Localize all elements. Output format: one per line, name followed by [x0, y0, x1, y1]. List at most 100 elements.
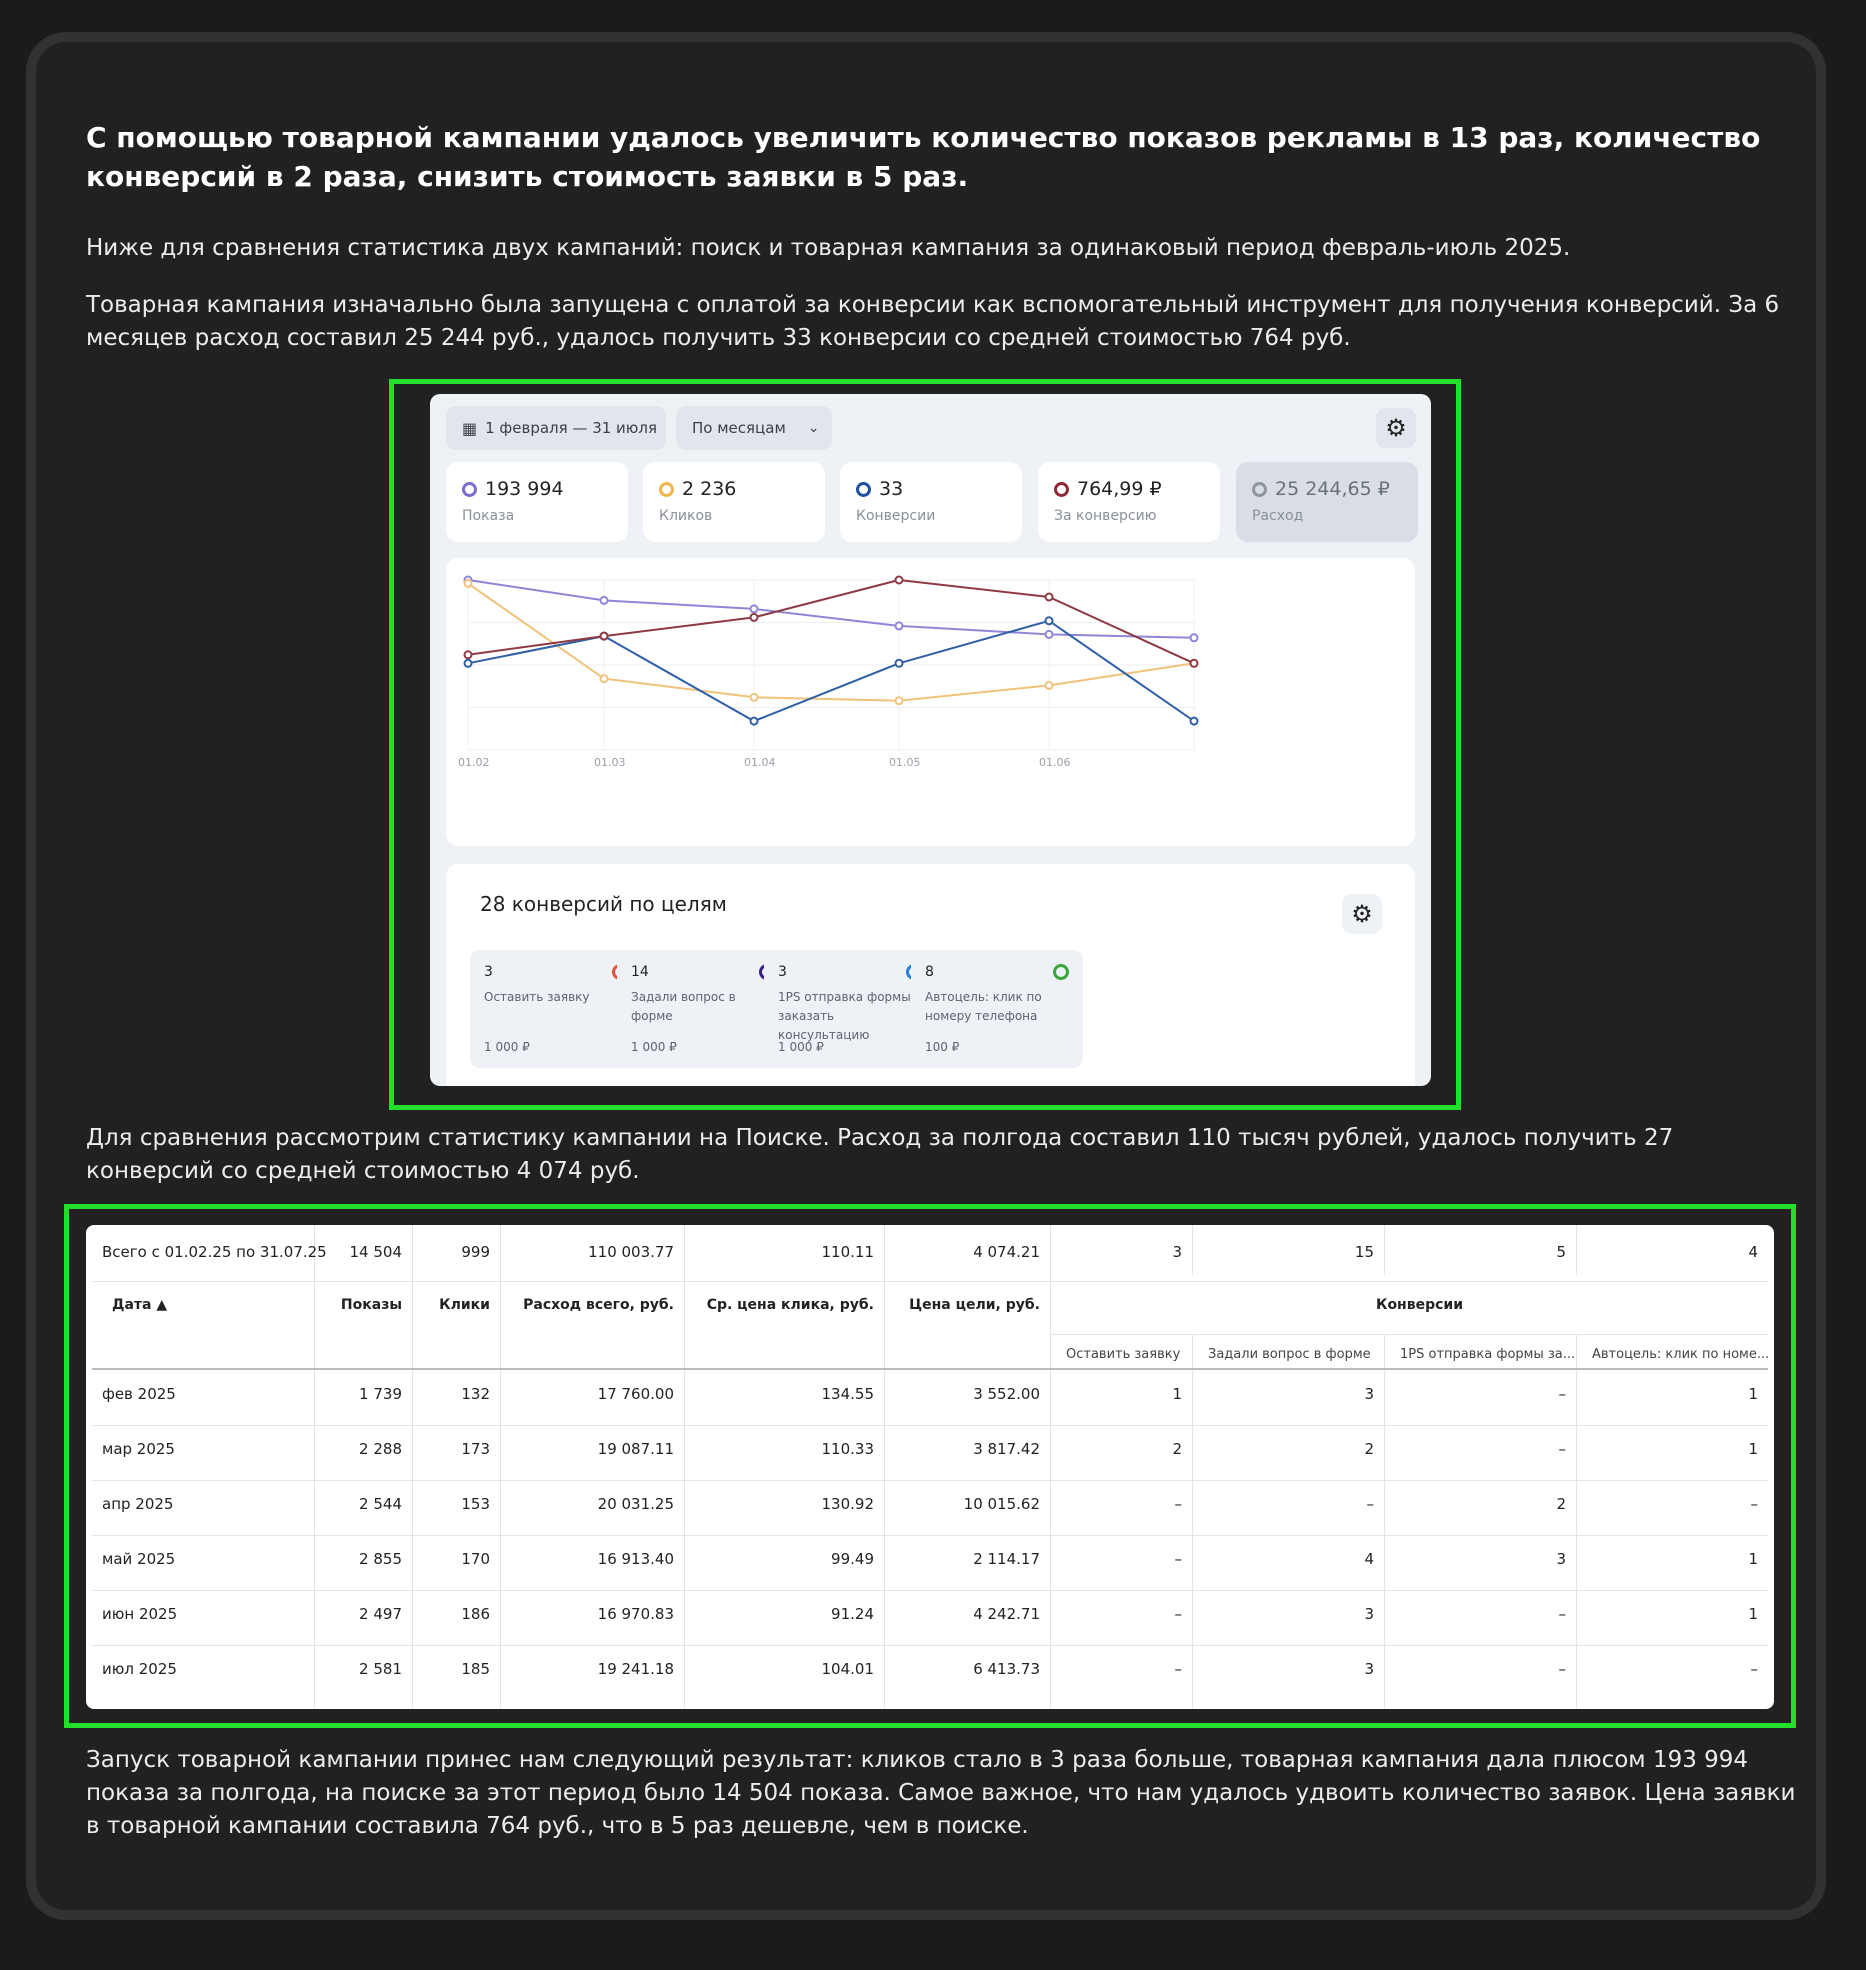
data-point[interactable]: [1189, 658, 1199, 668]
line-chart: 01.02 01.03 01.04 01.05 01.06: [446, 558, 1415, 846]
column-sub-header: 1PS отправка формы за...: [1400, 1347, 1576, 1362]
data-point[interactable]: [749, 692, 759, 702]
table-cell: –: [1750, 1495, 1759, 1513]
goal-card[interactable]: 3 Оставить заявку 1 000 ₽: [470, 950, 642, 1068]
table-cell: 19 241.18: [597, 1660, 674, 1678]
table-cell: –: [1558, 1605, 1567, 1623]
stat-value: 193 994: [462, 478, 564, 500]
date-range-label: 1 февраля — 31 июля: [485, 419, 658, 437]
table-cell: 3: [1364, 1605, 1374, 1623]
table-cell: –: [1174, 1660, 1183, 1678]
column-header: Клики: [439, 1297, 490, 1313]
stat-card[interactable]: 2 236 Кликов: [643, 462, 825, 542]
table-divider: [412, 1225, 413, 1709]
grouping-select[interactable]: По месяцам ⌄: [676, 406, 832, 450]
date-range-picker[interactable]: ▦ 1 февраля — 31 июля: [446, 406, 666, 450]
data-point[interactable]: [894, 658, 904, 668]
table-cell: 130.92: [821, 1495, 875, 1513]
goal-count: 8: [925, 964, 934, 980]
table-cell: –: [1174, 1495, 1183, 1513]
stat-value: 764,99 ₽: [1054, 478, 1162, 500]
x-tick-label: 01.02: [458, 756, 490, 769]
table-cell: 2 581: [359, 1660, 402, 1678]
data-point[interactable]: [463, 578, 473, 588]
table-divider: [92, 1590, 1768, 1591]
table-divider: [1576, 1335, 1577, 1709]
table-cell: 6 413.73: [973, 1660, 1040, 1678]
table-cell: –: [1558, 1660, 1567, 1678]
x-tick-label: 01.04: [744, 756, 776, 769]
goal-price: 1 000 ₽: [484, 1040, 530, 1054]
table-cell: 16 913.40: [597, 1550, 674, 1568]
gear-icon[interactable]: ⚙: [1376, 408, 1416, 448]
paragraph-result: Запуск товарной кампании принес нам след…: [86, 1747, 1796, 1839]
table-divider: [1192, 1335, 1193, 1709]
table-cell: 2 288: [359, 1440, 402, 1458]
table-cell: 110.33: [821, 1440, 875, 1458]
table-cell: 134.55: [821, 1385, 875, 1403]
stat-value-text: 193 994: [485, 478, 564, 500]
table-cell: 2 544: [359, 1495, 402, 1513]
goal-price: 1 000 ₽: [631, 1040, 677, 1054]
table-cell: 1 739: [359, 1385, 402, 1403]
grouping-label: По месяцам: [692, 419, 786, 437]
row-date: фев 2025: [102, 1385, 176, 1403]
table-divider: [884, 1225, 885, 1709]
data-point[interactable]: [894, 575, 904, 585]
stat-card[interactable]: 25 244,65 ₽ Расход: [1236, 462, 1418, 542]
data-point[interactable]: [463, 650, 473, 660]
goals-panel: 28 конверсий по целям ⚙ 3 Оставить заявку…: [446, 864, 1415, 1086]
data-point[interactable]: [599, 595, 609, 605]
data-point[interactable]: [1044, 616, 1054, 626]
column-header: Ср. цена клика, руб.: [706, 1297, 874, 1313]
data-point[interactable]: [1044, 680, 1054, 690]
series-line: [467, 619, 1195, 723]
column-header: Показы: [340, 1297, 402, 1313]
data-point[interactable]: [1189, 633, 1199, 643]
data-point[interactable]: [749, 604, 759, 614]
goal-card[interactable]: 14 Задали вопрос в форме 1 000 ₽: [617, 950, 789, 1068]
table-divider: [92, 1645, 1768, 1646]
goal-count: 3: [778, 964, 787, 980]
data-point[interactable]: [599, 631, 609, 641]
line-chart-svg: 01.02 01.03 01.04 01.05 01.06: [458, 575, 1199, 769]
total-value: 4 074.21: [973, 1243, 1040, 1261]
data-point[interactable]: [599, 674, 609, 684]
table-divider: [1050, 1334, 1768, 1335]
data-point[interactable]: [1044, 629, 1054, 639]
table-cell: 3 817.42: [973, 1440, 1040, 1458]
row-date: май 2025: [102, 1550, 176, 1568]
stat-value: 25 244,65 ₽: [1252, 478, 1390, 500]
goal-card[interactable]: 3 1PS отправка формы заказать консультаци…: [764, 950, 936, 1068]
column-sub-header: Задали вопрос в форме: [1208, 1347, 1371, 1362]
column-header: Цена цели, руб.: [909, 1297, 1040, 1313]
stat-card[interactable]: 764,99 ₽ За конверсию: [1038, 462, 1220, 542]
table-cell: 2: [1364, 1440, 1374, 1458]
stat-card[interactable]: 33 Конверсии: [840, 462, 1022, 542]
column-sub-header: Оставить заявку: [1066, 1347, 1181, 1362]
stat-label: Кликов: [659, 508, 713, 524]
paragraph-product-campaign: Товарная кампания изначально была запуще…: [86, 292, 1780, 351]
goal-count: 14: [631, 964, 649, 980]
goals-gear-icon[interactable]: ⚙: [1342, 894, 1382, 934]
table-divider: [1384, 1335, 1385, 1709]
data-point[interactable]: [1189, 716, 1199, 726]
table-divider: [92, 1368, 1768, 1370]
column-header-date: Дата ▲: [112, 1297, 168, 1313]
data-point[interactable]: [894, 696, 904, 706]
data-point[interactable]: [749, 716, 759, 726]
table-divider: [1050, 1225, 1051, 1709]
data-point[interactable]: [749, 612, 759, 622]
row-date: июл 2025: [102, 1660, 177, 1678]
table-cell: 2: [1556, 1495, 1566, 1513]
data-point[interactable]: [894, 621, 904, 631]
goal-marker-icon: [1053, 964, 1069, 980]
table-cell: 20 031.25: [597, 1495, 674, 1513]
data-point[interactable]: [1044, 592, 1054, 602]
goal-card[interactable]: 8 Автоцель: клик по номеру телефона 100 ₽: [911, 950, 1083, 1068]
stat-value-text: 25 244,65 ₽: [1275, 478, 1390, 500]
total-value: 15: [1354, 1243, 1374, 1261]
stat-card[interactable]: 193 994 Показа: [446, 462, 628, 542]
data-point[interactable]: [463, 658, 473, 668]
stat-value: 33: [856, 478, 903, 500]
